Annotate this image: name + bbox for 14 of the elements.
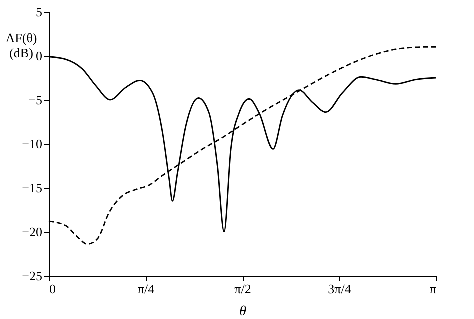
y-axis-title: AF(θ) (dB) — [6, 30, 38, 60]
x-tick-label: π/2 — [234, 282, 252, 296]
y-tick-label: −20 — [22, 224, 42, 240]
y-tick-label: 0 — [36, 48, 42, 64]
x-tick-label: 3π/4 — [328, 282, 352, 296]
y-tick-label: 5 — [36, 4, 42, 20]
y-tick-label: −25 — [22, 268, 42, 284]
y-tick-label: −5 — [28, 92, 42, 108]
x-tick-label: π/4 — [138, 282, 156, 296]
y-tick-label: −15 — [22, 180, 42, 196]
x-tick-label: π — [430, 282, 437, 296]
y-tick-label: −10 — [22, 136, 42, 152]
x-axis-title: θ — [240, 304, 247, 319]
x-tick-label: 0 — [50, 282, 56, 296]
